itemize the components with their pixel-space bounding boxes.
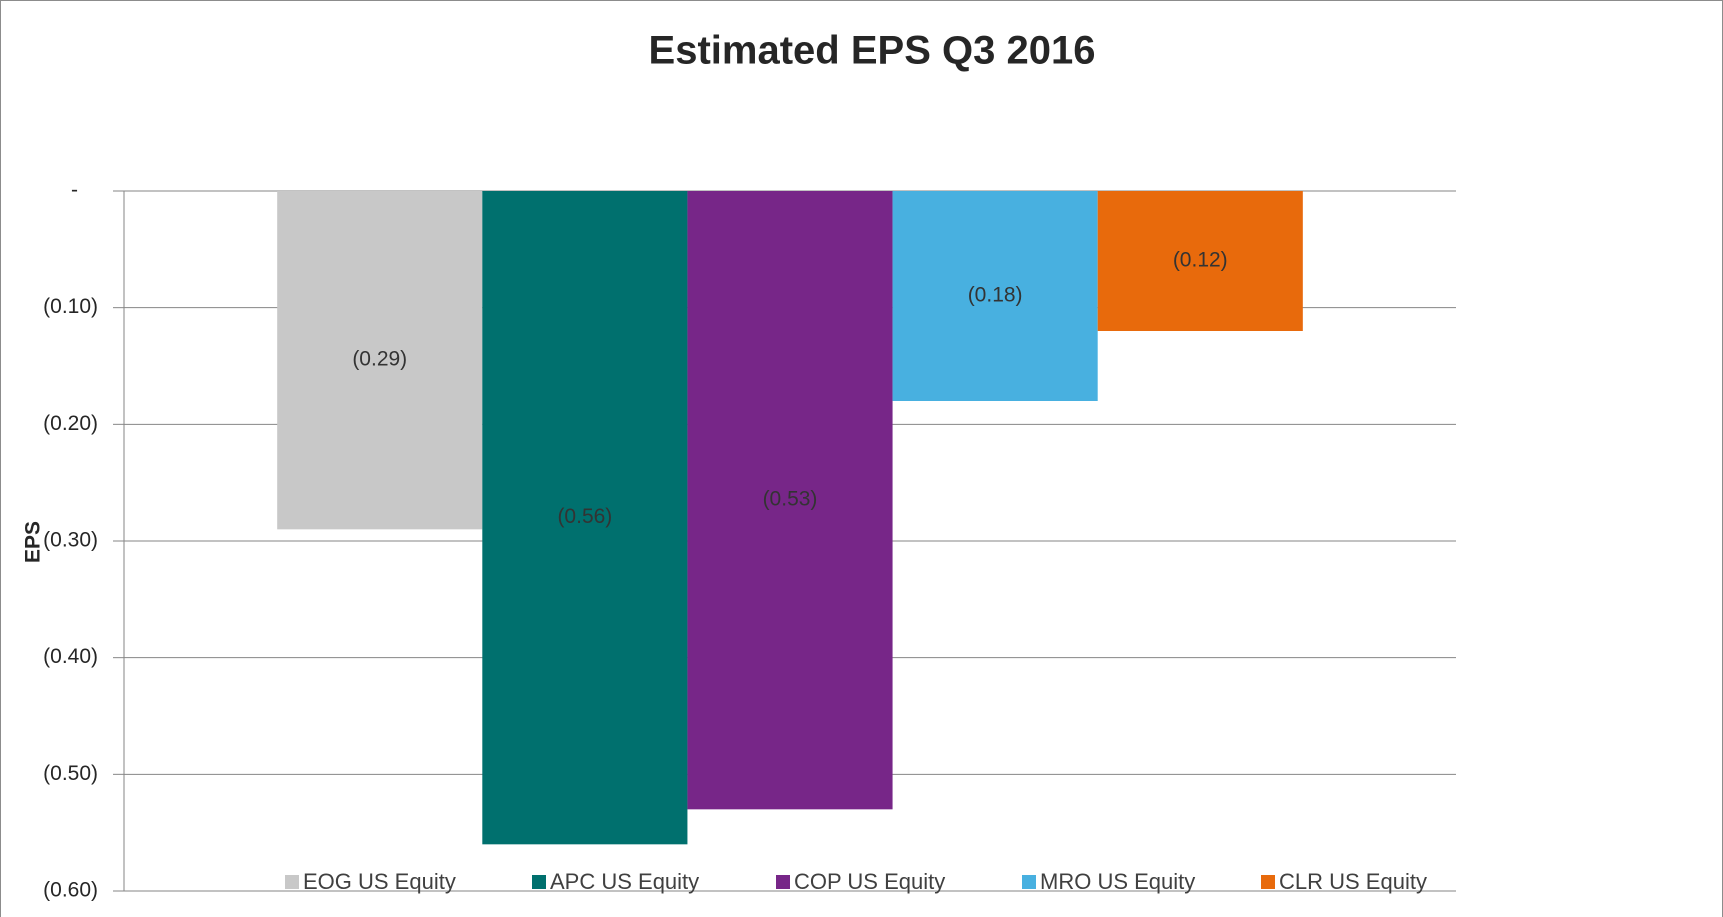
legend-label: EOG US Equity: [303, 869, 456, 894]
legend-swatch: [532, 875, 546, 889]
legend-label: APC US Equity: [550, 869, 699, 894]
bar: [892, 191, 1098, 401]
y-tick-label: (0.30): [43, 529, 98, 552]
y-tick-label: (0.20): [43, 412, 98, 435]
y-tick-label: (0.50): [43, 762, 98, 785]
bar: [482, 191, 688, 845]
legend-swatch: [1261, 875, 1275, 889]
y-tick-label: -: [71, 179, 78, 202]
y-tick-label: (0.10): [43, 295, 98, 318]
y-tick-label: (0.40): [43, 645, 98, 668]
chart-title: Estimated EPS Q3 2016: [649, 29, 1096, 73]
bar: [687, 191, 893, 810]
y-tick-label: (0.60): [43, 879, 98, 902]
value-label: (0.53): [763, 488, 818, 511]
value-label: (0.18): [968, 284, 1023, 307]
legend-swatch: [285, 875, 299, 889]
legend-label: CLR US Equity: [1279, 869, 1427, 894]
value-label: (0.12): [1173, 249, 1228, 272]
y-axis-label: EPS: [22, 521, 45, 563]
legend-swatch: [1022, 875, 1036, 889]
value-label: (0.56): [557, 505, 612, 528]
legend-label: MRO US Equity: [1040, 869, 1195, 894]
bar: [277, 191, 483, 530]
bar: [1097, 191, 1303, 331]
legend-label: COP US Equity: [794, 869, 945, 894]
legend-swatch: [776, 875, 790, 889]
value-label: (0.29): [352, 348, 407, 371]
